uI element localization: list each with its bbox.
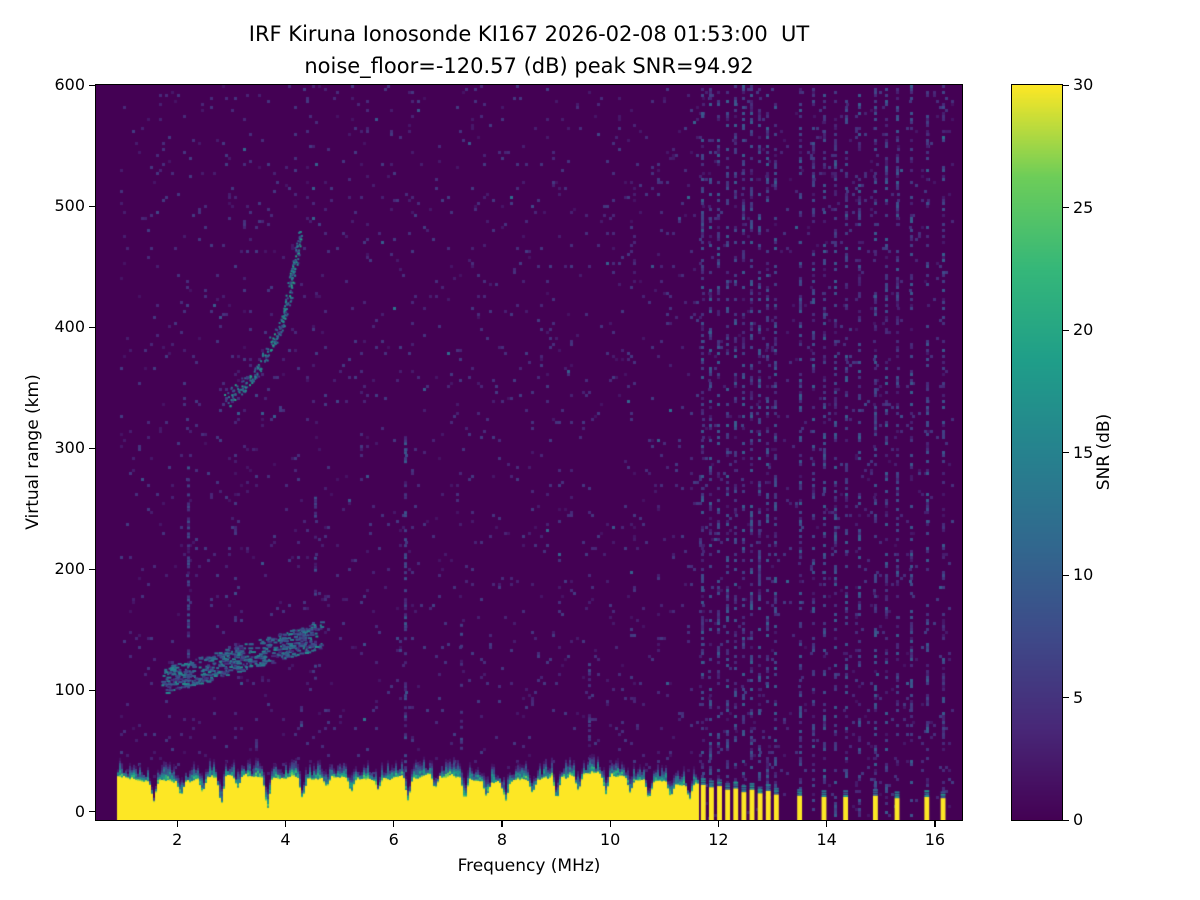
colorbar-tick-mark: [1063, 819, 1069, 821]
x-tick-mark: [501, 821, 503, 827]
x-tick-label: 10: [600, 830, 621, 849]
colorbar-tick-label: 5: [1073, 687, 1084, 707]
y-tick-label: 600: [54, 75, 85, 94]
y-tick-mark: [89, 811, 95, 813]
y-tick-mark: [89, 568, 95, 571]
x-tick-label: 2: [172, 830, 183, 849]
x-tick-label: 12: [708, 830, 729, 849]
x-tick-label: 4: [280, 830, 291, 849]
x-tick-mark: [284, 821, 287, 827]
chart-subtitle: noise_floor=-120.57 (dB) peak SNR=94.92: [304, 54, 754, 78]
y-tick-mark: [89, 447, 95, 449]
heatmap-canvas: [96, 85, 962, 820]
x-tick-label: 14: [816, 830, 837, 849]
x-tick-mark: [826, 821, 828, 827]
y-tick-label: 400: [54, 317, 85, 337]
colorbar-tick-mark: [1063, 84, 1069, 86]
x-tick-mark: [717, 821, 720, 827]
colorbar-label: SNR (dB): [1094, 413, 1114, 491]
x-tick-mark: [934, 821, 936, 827]
y-tick-mark: [89, 84, 95, 86]
colorbar-tick-label: 30: [1073, 75, 1094, 94]
x-tick-mark: [609, 821, 611, 827]
y-tick-label: 200: [54, 559, 85, 579]
x-tick-mark: [176, 821, 178, 827]
x-tick-label: 6: [388, 830, 399, 849]
x-axis-label: Frequency (MHz): [457, 856, 601, 876]
colorbar-tick-label: 20: [1073, 320, 1094, 339]
colorbar-tick-label: 25: [1073, 197, 1094, 217]
y-axis-label: Virtual range (km): [23, 374, 43, 530]
y-tick-label: 500: [54, 196, 85, 216]
y-tick-label: 0: [74, 801, 85, 821]
y-tick-label: 300: [54, 438, 85, 458]
colorbar-tick-mark: [1063, 452, 1069, 454]
y-tick-mark: [89, 205, 95, 207]
colorbar-tick-label: 10: [1073, 565, 1094, 584]
x-tick-label: 16: [924, 830, 946, 849]
x-tick-mark: [393, 821, 395, 827]
y-tick-mark: [89, 326, 95, 328]
colorbar-tick-label: 0: [1073, 810, 1084, 829]
plot-area: [95, 84, 963, 821]
x-tick-label: 8: [496, 830, 508, 849]
colorbar-gradient: [1012, 85, 1062, 820]
colorbar-tick-mark: [1063, 574, 1069, 576]
colorbar-tick-label: 15: [1073, 442, 1094, 462]
colorbar-tick-mark: [1063, 697, 1069, 699]
y-tick-mark: [89, 689, 95, 692]
chart-title: IRF Kiruna Ionosonde KI167 2026-02-08 01…: [248, 22, 810, 46]
y-tick-label: 100: [54, 680, 85, 700]
colorbar-tick-mark: [1063, 329, 1069, 331]
colorbar: [1011, 84, 1063, 821]
colorbar-tick-mark: [1063, 207, 1069, 209]
